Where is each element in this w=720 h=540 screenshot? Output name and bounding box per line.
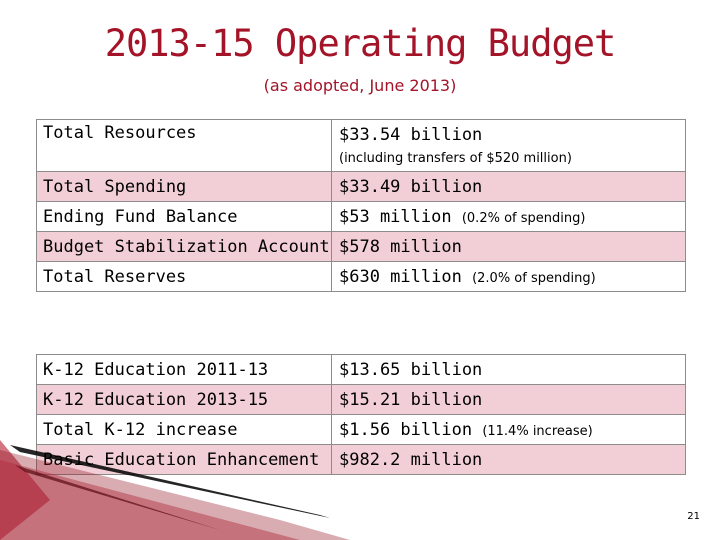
row-label: Basic Education Enhancement <box>36 444 332 475</box>
row-value: $630 million (2.0% of spending) <box>331 261 686 292</box>
row-value: $13.65 billion <box>331 354 686 385</box>
table-row: K-12 Education 2011-13 $13.65 billion <box>36 354 686 385</box>
value-text: $33.54 billion <box>339 124 483 145</box>
row-value: $53 million (0.2% of spending) <box>331 201 686 232</box>
table-row: Total Spending $33.49 billion <box>36 171 686 202</box>
row-value: $578 million <box>331 231 686 262</box>
row-label: Total Spending <box>36 171 332 202</box>
value-text: $33.49 billion <box>339 176 483 197</box>
value-note: (2.0% of spending) <box>472 270 596 286</box>
value-note: (11.4% increase) <box>482 423 593 439</box>
row-label: Total K-12 increase <box>36 414 332 445</box>
slide-subtitle: (as adopted, June 2013) <box>263 76 457 95</box>
value-text: $578 million <box>339 236 462 257</box>
row-value: $1.56 billion (11.4% increase) <box>331 414 686 445</box>
value-text: $630 million <box>339 266 462 287</box>
k12-education-table: K-12 Education 2011-13 $13.65 billion K-… <box>36 354 686 475</box>
row-label: Total Resources <box>36 119 332 172</box>
row-label: Total Reserves <box>36 261 332 292</box>
table-row: Total Reserves $630 million (2.0% of spe… <box>36 261 686 292</box>
table-row: Total K-12 increase $1.56 billion (11.4%… <box>36 414 686 445</box>
budget-summary-table: Total Resources $33.54 billion (includin… <box>36 119 686 292</box>
table-row: Basic Education Enhancement $982.2 milli… <box>36 444 686 475</box>
value-text: $982.2 million <box>339 449 483 470</box>
value-text: $53 million <box>339 206 452 227</box>
value-text: $15.21 billion <box>339 389 483 410</box>
value-text: $13.65 billion <box>339 359 483 380</box>
row-value: $982.2 million <box>331 444 686 475</box>
row-label: K-12 Education 2011-13 <box>36 354 332 385</box>
table-row: Ending Fund Balance $53 million (0.2% of… <box>36 201 686 232</box>
row-label: Budget Stabilization Account <box>36 231 332 262</box>
table-row: Budget Stabilization Account $578 millio… <box>36 231 686 262</box>
slide-title: 2013-15 Operating Budget <box>104 22 617 65</box>
value-note: (including transfers of $520 million) <box>339 150 572 166</box>
row-value: $33.54 billion (including transfers of $… <box>331 119 686 172</box>
row-label: Ending Fund Balance <box>36 201 332 232</box>
row-label: K-12 Education 2013-15 <box>36 384 332 415</box>
table-row: Total Resources $33.54 billion (includin… <box>36 119 686 172</box>
row-value: $15.21 billion <box>331 384 686 415</box>
decorative-swoosh <box>0 440 350 540</box>
value-text: $1.56 billion <box>339 419 473 440</box>
table-row: K-12 Education 2013-15 $15.21 billion <box>36 384 686 415</box>
value-note: (0.2% of spending) <box>461 210 586 226</box>
row-value: $33.49 billion <box>331 171 686 202</box>
page-number: 21 <box>687 511 700 522</box>
